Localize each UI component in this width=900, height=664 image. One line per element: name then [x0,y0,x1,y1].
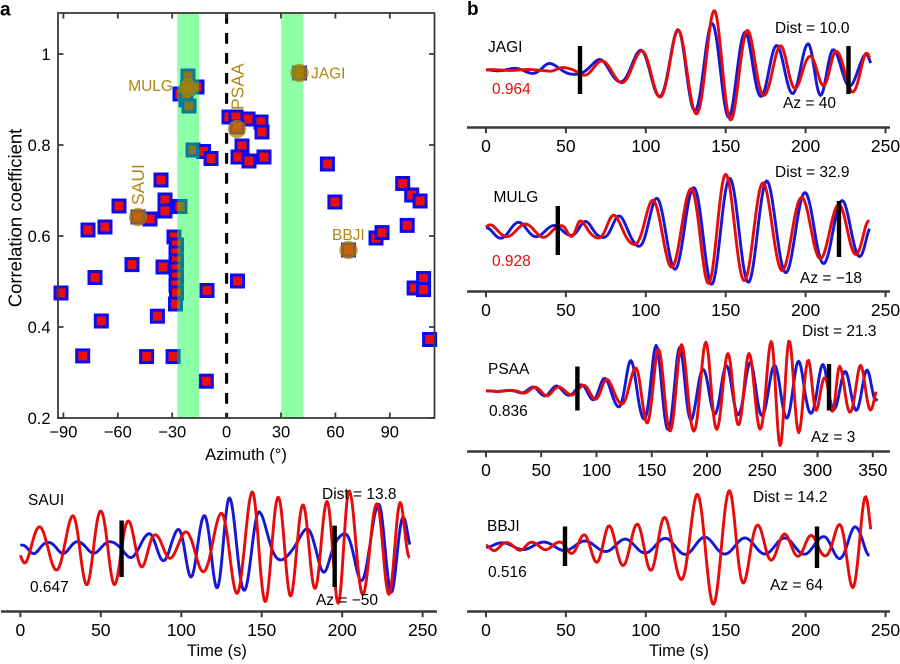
svg-text:Az = 40: Az = 40 [783,95,836,112]
svg-text:a: a [0,0,11,21]
svg-text:0: 0 [481,620,491,640]
svg-text:Az = −50: Az = −50 [316,592,378,609]
svg-text:0.928: 0.928 [492,253,531,270]
svg-text:SAUI: SAUI [128,164,148,205]
svg-text:50: 50 [91,620,111,640]
svg-text:150: 150 [637,460,666,480]
svg-text:100: 100 [631,620,660,640]
svg-text:MULG: MULG [494,189,539,206]
svg-text:b: b [467,0,479,20]
svg-text:JAGI: JAGI [311,66,345,83]
svg-text:1: 1 [41,46,50,64]
svg-text:250: 250 [871,300,900,320]
svg-text:50: 50 [556,620,576,640]
svg-text:0.4: 0.4 [28,319,51,337]
svg-text:0.8: 0.8 [28,137,51,155]
svg-text:Dist = 14.2: Dist = 14.2 [753,489,828,506]
svg-text:Azimuth (°): Azimuth (°) [205,446,287,464]
svg-text:150: 150 [247,620,276,640]
svg-text:PSAA: PSAA [228,63,248,110]
svg-text:100: 100 [582,460,611,480]
svg-text:300: 300 [803,460,832,480]
svg-text:0.964: 0.964 [492,81,531,98]
svg-text:JAGI: JAGI [488,39,522,56]
svg-text:250: 250 [871,620,900,640]
svg-text:0.2: 0.2 [28,410,51,428]
svg-text:0.516: 0.516 [488,564,527,581]
svg-text:Time (s): Time (s) [187,642,247,660]
svg-text:MULG: MULG [128,78,173,95]
svg-text:Az = 3: Az = 3 [811,429,855,446]
svg-text:200: 200 [692,460,721,480]
svg-text:Az = 64: Az = 64 [770,577,823,594]
svg-text:0: 0 [481,460,491,480]
svg-text:150: 150 [711,620,740,640]
svg-text:200: 200 [328,620,357,640]
svg-text:PSAA: PSAA [488,361,530,378]
svg-text:50: 50 [556,300,576,320]
svg-text:Dist = 10.0: Dist = 10.0 [775,20,850,37]
svg-text:100: 100 [631,300,660,320]
svg-text:BBJI: BBJI [332,227,365,244]
svg-text:Az = −18: Az = −18 [800,270,862,287]
svg-text:Dist = 32.9: Dist = 32.9 [775,164,850,181]
svg-text:50: 50 [556,136,576,156]
svg-text:0: 0 [16,620,26,640]
svg-text:30: 30 [272,424,290,442]
svg-text:250: 250 [748,460,777,480]
svg-text:100: 100 [167,620,196,640]
svg-text:0.6: 0.6 [28,228,51,246]
svg-text:−30: −30 [158,424,186,442]
svg-text:60: 60 [326,424,344,442]
svg-text:0: 0 [481,136,491,156]
svg-text:200: 200 [791,136,820,156]
svg-text:150: 150 [711,136,740,156]
svg-text:350: 350 [858,460,887,480]
svg-text:−60: −60 [104,424,132,442]
svg-text:50: 50 [531,460,551,480]
svg-text:250: 250 [871,136,900,156]
svg-text:100: 100 [631,136,660,156]
svg-text:0.647: 0.647 [30,579,69,596]
svg-text:−90: −90 [49,424,77,442]
svg-text:Correlation coefficient: Correlation coefficient [5,129,26,308]
svg-text:200: 200 [791,300,820,320]
svg-text:90: 90 [381,424,399,442]
svg-text:200: 200 [791,620,820,640]
svg-text:250: 250 [408,620,437,640]
svg-text:0: 0 [481,300,491,320]
svg-text:Time (s): Time (s) [649,642,709,660]
svg-text:Dist = 13.8: Dist = 13.8 [322,486,397,503]
svg-text:0.836: 0.836 [489,403,528,420]
svg-text:SAUI: SAUI [28,492,64,509]
svg-text:Dist = 21.3: Dist = 21.3 [802,323,877,340]
svg-text:0: 0 [222,424,231,442]
svg-text:150: 150 [711,300,740,320]
svg-text:BBJI: BBJI [487,518,520,535]
